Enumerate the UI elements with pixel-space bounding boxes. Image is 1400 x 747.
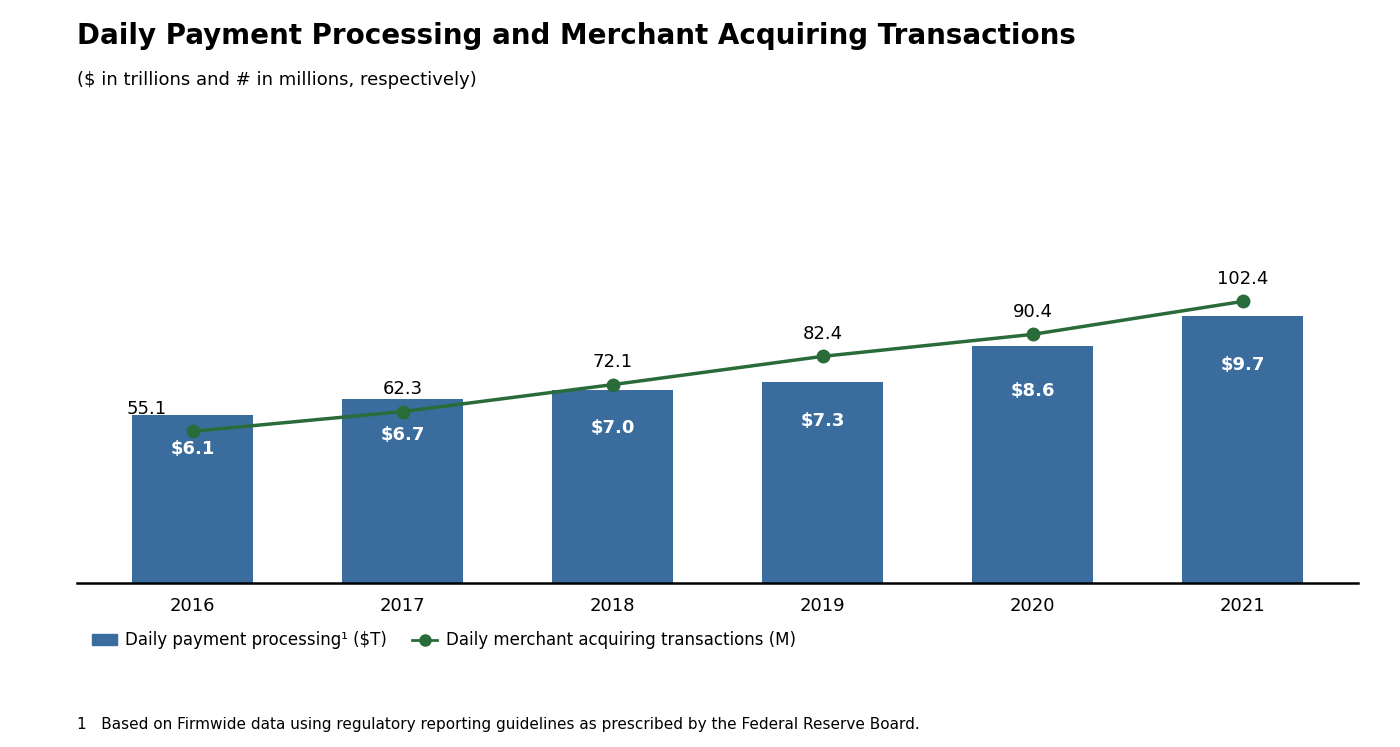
Bar (132, 415, 253, 583)
Text: 102.4: 102.4 (1217, 270, 1268, 288)
Legend: Daily payment processing¹ ($T), Daily merchant acquiring transactions (M): Daily payment processing¹ ($T), Daily me… (85, 624, 802, 656)
Text: $6.7: $6.7 (381, 427, 424, 444)
Text: $7.0: $7.0 (591, 419, 634, 437)
Text: 55.1: 55.1 (126, 400, 167, 418)
Bar (342, 399, 463, 583)
Text: 82.4: 82.4 (802, 325, 843, 343)
Text: 72.1: 72.1 (592, 353, 633, 371)
Text: Daily Payment Processing and Merchant Acquiring Transactions: Daily Payment Processing and Merchant Ac… (77, 22, 1075, 50)
Text: $7.3: $7.3 (801, 412, 844, 430)
Text: 1   Based on Firmwide data using regulatory reporting guidelines as prescribed b: 1 Based on Firmwide data using regulator… (77, 717, 920, 732)
Text: 90.4: 90.4 (1012, 303, 1053, 320)
Text: $9.7: $9.7 (1221, 356, 1264, 374)
Bar (1182, 316, 1303, 583)
Text: $8.6: $8.6 (1011, 382, 1054, 400)
Bar (972, 347, 1093, 583)
Bar (552, 391, 673, 583)
Text: 62.3: 62.3 (382, 379, 423, 398)
Bar (762, 382, 883, 583)
Text: ($ in trillions and # in millions, respectively): ($ in trillions and # in millions, respe… (77, 71, 477, 89)
Text: $6.1: $6.1 (171, 440, 214, 458)
